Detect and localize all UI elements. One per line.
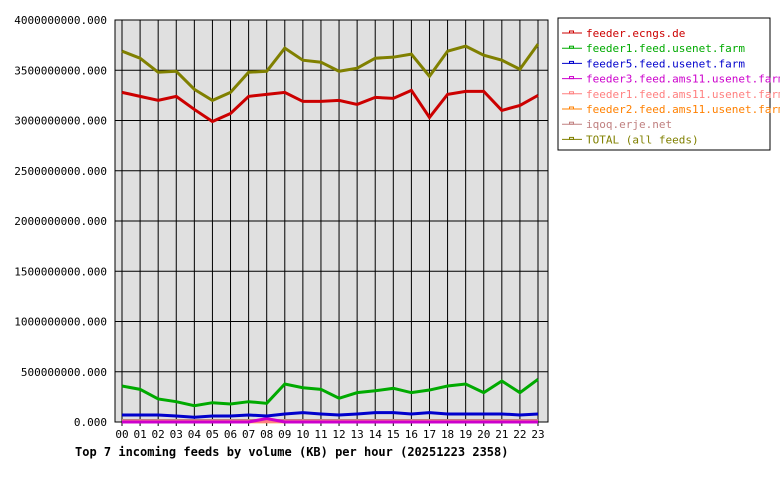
chart-title: Top 7 incoming feeds by volume (KB) per … (75, 445, 508, 459)
x-tick-label: 14 (369, 428, 383, 441)
series-line-feeder1-feed-usenet-farm (121, 378, 539, 408)
x-tick-label: 12 (332, 428, 345, 441)
x-tick-label: 23 (531, 428, 544, 441)
legend-marker (569, 121, 574, 125)
legend-label: feeder1.feed.usenet.farm (586, 42, 745, 55)
x-tick-label: 06 (224, 428, 237, 441)
series-line-feeder-ecngs-de (121, 88, 539, 124)
y-tick-label: 0.000 (74, 416, 107, 429)
legend-marker (569, 30, 574, 34)
legend (557, 17, 771, 151)
legend-marker (569, 60, 574, 64)
x-tick-label: 19 (459, 428, 472, 441)
x-tick-label: 21 (495, 428, 508, 441)
x-tick-label: 03 (170, 428, 183, 441)
legend-label: feeder2.feed.ams11.usenet.farm (586, 103, 780, 116)
legend-marker (569, 106, 574, 110)
legend-marker (569, 91, 574, 95)
legend-label: feeder3.feed.ams11.usenet.farm (586, 73, 780, 86)
y-tick-label: 4000000000.000 (14, 14, 107, 27)
x-tick-label: 15 (387, 428, 400, 441)
x-tick-label: 01 (133, 428, 146, 441)
y-tick-label: 3500000000.000 (14, 64, 107, 77)
x-tick-label: 22 (513, 428, 526, 441)
series-line-total-all-feeds- (121, 43, 540, 103)
legend-label: iqoq.erje.net (586, 118, 672, 131)
legend-marker (569, 45, 574, 49)
legend-marker (569, 136, 574, 140)
y-tick-label: 1500000000.000 (14, 265, 107, 278)
x-tick-label: 20 (477, 428, 490, 441)
x-tick-label: 08 (260, 428, 273, 441)
x-tick-label: 16 (405, 428, 418, 441)
x-tick-label: 10 (296, 428, 309, 441)
x-tick-label: 18 (441, 428, 454, 441)
legend-label: feeder.ecngs.de (586, 27, 685, 40)
x-tick-label: 17 (423, 428, 436, 441)
y-tick-label: 3000000000.000 (14, 115, 107, 128)
y-tick-label: 2000000000.000 (14, 215, 107, 228)
x-tick-label: 09 (278, 428, 291, 441)
legend-marker (569, 76, 574, 80)
x-tick-label: 07 (242, 428, 255, 441)
x-tick-label: 02 (152, 428, 165, 441)
y-tick-label: 500000000.000 (21, 366, 107, 379)
legend-label: TOTAL (all feeds) (586, 133, 699, 146)
x-tick-label: 13 (351, 428, 364, 441)
y-tick-label: 2500000000.000 (14, 165, 107, 178)
legend-label: feeder1.feed.ams11.usenet.farm (586, 88, 780, 101)
series-line-feeder3-feed-ams11-usenet-farm (122, 416, 538, 424)
legend-label: feeder5.feed.usenet.farm (586, 57, 745, 70)
x-tick-label: 04 (188, 428, 202, 441)
x-tick-label: 11 (314, 428, 327, 441)
x-tick-label: 05 (206, 428, 219, 441)
y-tick-label: 1000000000.000 (14, 316, 107, 329)
series-line-feeder5-feed-usenet-farm (122, 411, 539, 419)
x-tick-label: 00 (115, 428, 128, 441)
